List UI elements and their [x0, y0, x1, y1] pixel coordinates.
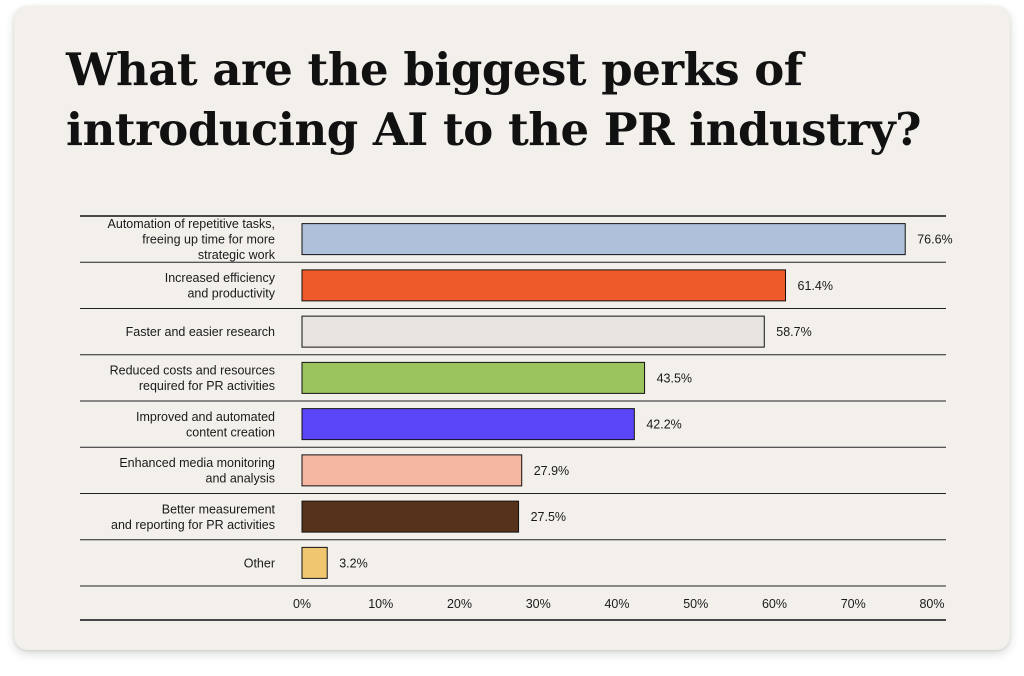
- category-label: Improved and automated content creation: [136, 410, 275, 440]
- category-label-line: required for PR activities: [139, 379, 275, 393]
- value-label: 42.2%: [646, 418, 681, 432]
- bar: [301, 315, 765, 348]
- bar: [301, 500, 520, 533]
- bar: [301, 454, 523, 487]
- category-label-line: Improved and automated: [136, 410, 275, 424]
- category-label-line: content creation: [186, 425, 275, 439]
- category-label-line: strategic work: [198, 248, 276, 262]
- category-label-line: Reduced costs and resources: [110, 364, 275, 378]
- bar: [301, 408, 635, 441]
- chart-title: What are the biggest perks of introducin…: [66, 40, 966, 160]
- bar: [301, 546, 328, 579]
- category-label: Automation of repetitive tasks, freeing u…: [108, 217, 276, 262]
- category-label: Faster and easier research: [126, 325, 275, 339]
- category-label: Better measurement and reporting for PR a…: [111, 502, 275, 532]
- x-tick-label: 80%: [919, 597, 944, 611]
- category-label-line: Other: [244, 556, 275, 570]
- value-label: 27.9%: [534, 464, 569, 478]
- value-label: 76.6%: [917, 233, 952, 247]
- x-tick-label: 60%: [762, 597, 787, 611]
- category-label-line: Faster and easier research: [126, 325, 275, 339]
- bar: [301, 223, 906, 256]
- bar: [301, 269, 787, 302]
- x-tick-label: 10%: [368, 597, 393, 611]
- x-tick-label: 0%: [293, 597, 311, 611]
- value-label: 61.4%: [798, 279, 833, 293]
- category-label-line: and productivity: [187, 287, 275, 301]
- value-label: 58.7%: [776, 325, 811, 339]
- x-tick-label: 50%: [683, 597, 708, 611]
- category-label-line: freeing up time for more: [142, 233, 275, 247]
- category-label: Other: [244, 556, 275, 570]
- category-label-line: Automation of repetitive tasks,: [108, 217, 275, 231]
- category-label-line: and analysis: [206, 472, 276, 486]
- category-label: Increased efficiency and productivity: [165, 271, 276, 301]
- category-label-line: Enhanced media monitoring: [119, 456, 275, 470]
- category-label-line: Better measurement: [162, 502, 276, 516]
- category-label-line: and reporting for PR activities: [111, 518, 275, 532]
- value-label: 27.5%: [531, 510, 566, 524]
- x-tick-label: 70%: [841, 597, 866, 611]
- x-tick-label: 20%: [447, 597, 472, 611]
- chart-title-line-2: introducing AI to the PR industry?: [66, 103, 922, 156]
- x-tick-label: 30%: [526, 597, 551, 611]
- x-tick-label: 40%: [604, 597, 629, 611]
- value-label: 3.2%: [339, 556, 368, 570]
- bar: [301, 361, 646, 394]
- category-label: Reduced costs and resources required for …: [110, 364, 275, 394]
- chart-title-line-1: What are the biggest perks of: [66, 43, 803, 96]
- value-label: 43.5%: [657, 371, 692, 385]
- category-label: Enhanced media monitoring and analysis: [119, 456, 275, 486]
- category-label-line: Increased efficiency: [165, 271, 276, 285]
